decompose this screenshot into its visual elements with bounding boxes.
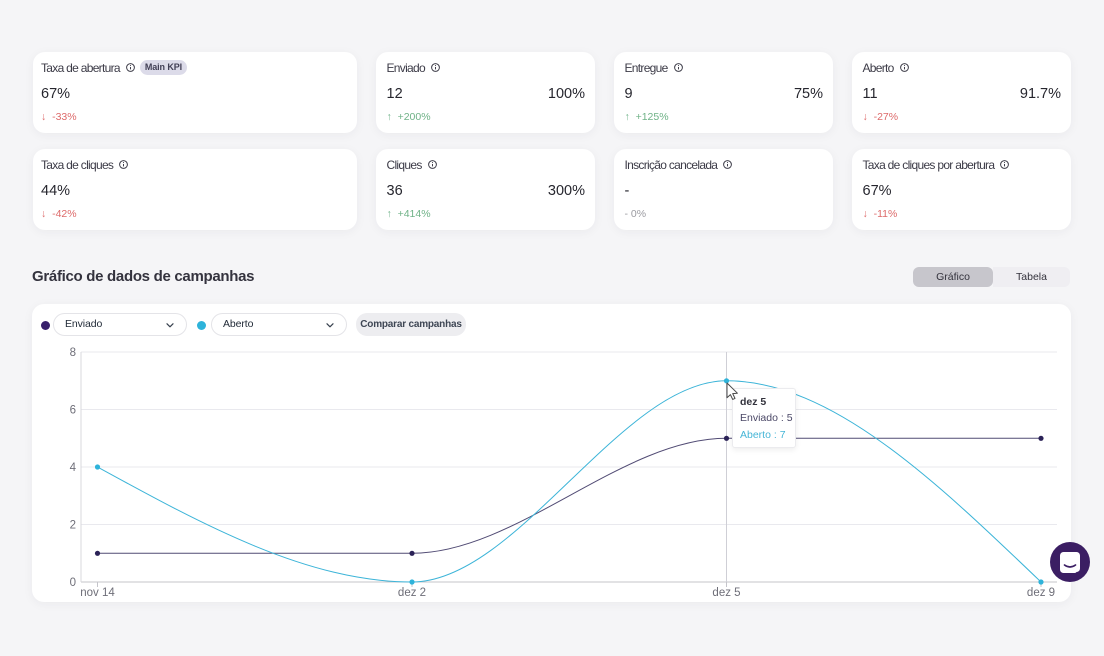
svg-text:8: 8	[70, 347, 76, 359]
svg-text:dez 2: dez 2	[398, 587, 426, 599]
svg-text:dez 5: dez 5	[712, 587, 740, 599]
svg-text:2: 2	[70, 520, 76, 532]
svg-text:dez 9: dez 9	[1027, 587, 1055, 599]
svg-text:0: 0	[70, 577, 76, 589]
svg-text:nov 14: nov 14	[80, 587, 115, 599]
svg-text:4: 4	[70, 462, 77, 474]
svg-text:6: 6	[70, 405, 76, 417]
